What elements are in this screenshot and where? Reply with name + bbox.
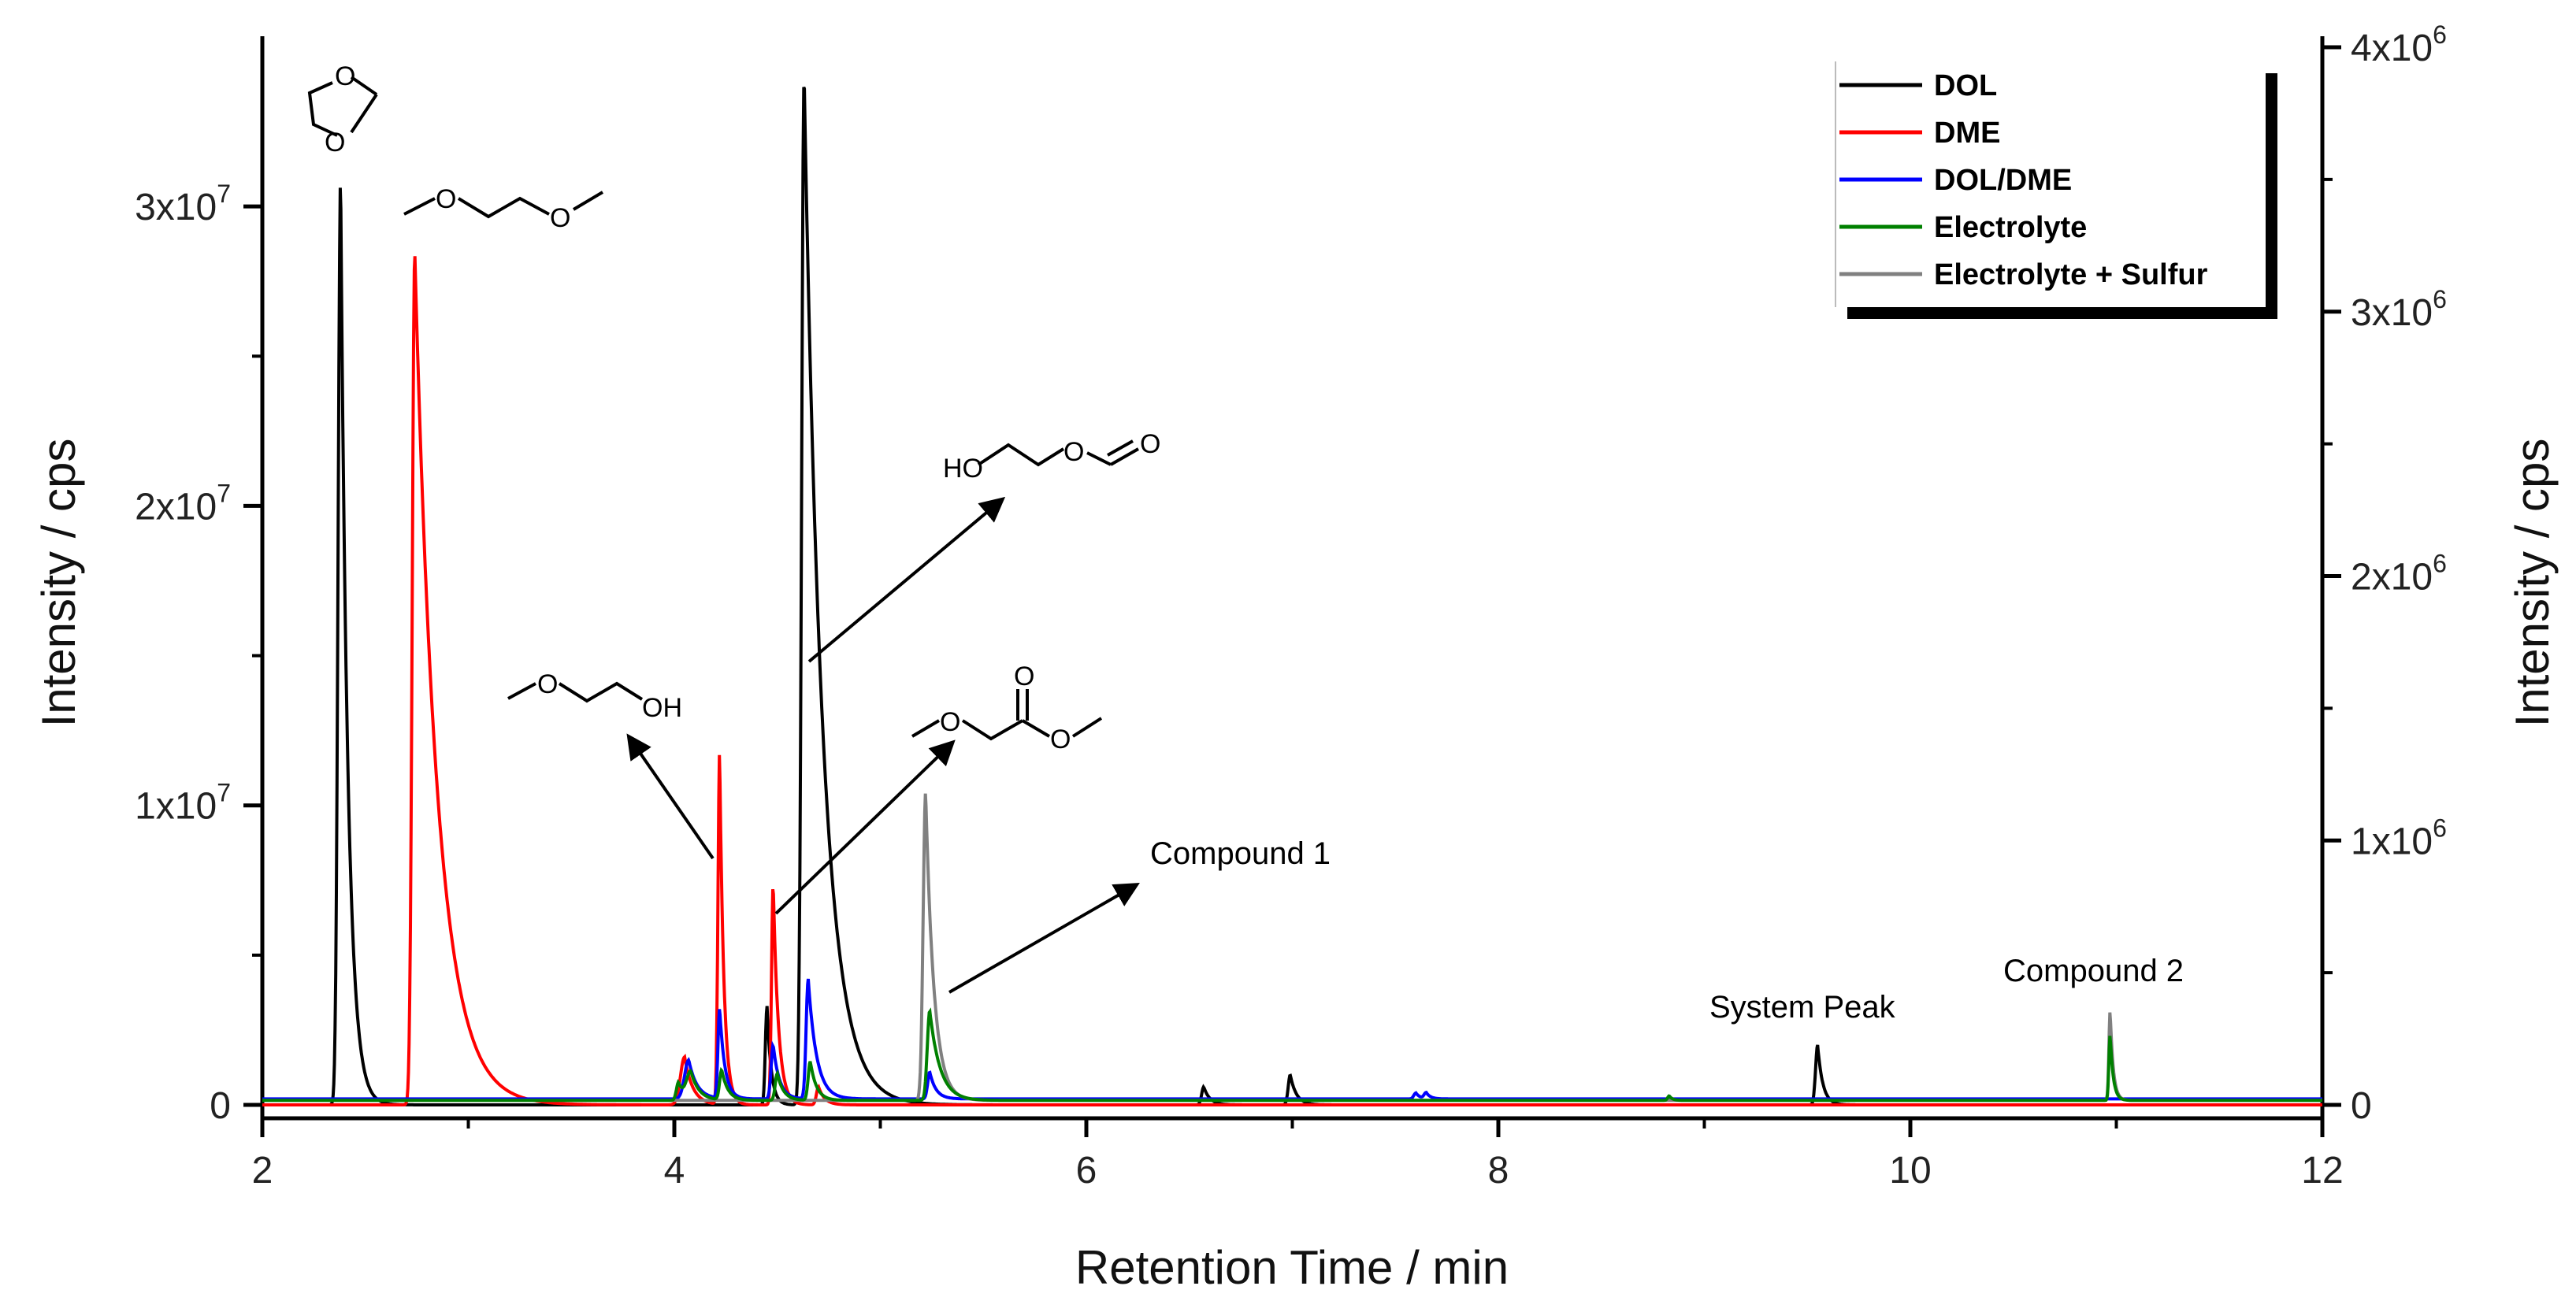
x-axis-ticks: 2 4 6 8 10 12 [252,1118,2344,1192]
ester-bond-chain [961,719,1023,741]
methoxyethanol-bond-1 [507,682,536,700]
ester-o-carbonyl: O [1014,662,1034,691]
arrow-to-formate-structure [807,496,1006,663]
ester-structure [911,689,1103,741]
legend-label-3: Electrolyte [1934,211,2087,244]
x-tick-label-4: 10 [1889,1150,1931,1192]
legend-box [1835,61,2266,307]
legend-label-1: DME [1934,117,2000,150]
formate-bond-2 [1086,451,1112,466]
dme-bond-end [572,191,604,211]
dme-bond-chain [457,196,550,219]
y-right-tick-label-1: 1x106 [2351,814,2447,862]
methoxyethanol-structure [507,681,644,703]
methoxyethanol-bond-chain [558,681,644,703]
series-line-dme [262,256,2322,1106]
x-tick-label-0: 2 [252,1150,273,1192]
legend-label-2: DOL/DME [1934,164,2072,197]
right-y-axis-title: Intensity / cps [2506,439,2559,728]
x-tick-label-1: 4 [664,1150,685,1192]
left-y-axis-title: Intensity / cps [32,439,85,728]
formate-structure [977,439,1139,467]
y-left-tick-label-3: 3x107 [135,180,231,228]
ester-o2: O [1050,725,1071,754]
dme-o1: O [436,184,456,214]
system-peak-label: System Peak [1709,990,1896,1025]
y-left-tick-label-2: 2x107 [135,479,231,528]
arrow-to-compound-1 [948,883,1140,994]
dme-structure [403,191,604,219]
dioxolane-o-top: O [335,61,355,91]
formate-bond-double [1107,439,1134,457]
formate-o1: O [1063,437,1084,467]
right-y-axis-ticks: 0 1x106 2x106 3x106 4x106 [2322,20,2447,1127]
formate-bond-chain [977,443,1065,467]
annotation-arrows [626,496,1140,994]
series-layer [262,86,2322,1106]
x-axis-title: Retention Time / min [1075,1241,1509,1294]
arrow-to-methoxyethanol-structure [626,733,715,860]
legend-label-0: DOL [1934,69,1997,102]
x-tick-label-5: 12 [2301,1150,2343,1192]
dme-bond-1 [403,197,436,216]
arrow-to-ester-structure [774,739,956,915]
dioxolane-o-bottom: O [325,128,345,158]
legend-label-4: Electrolyte + Sulfur [1934,258,2208,291]
formate-bond-3 [1110,447,1139,466]
y-right-tick-label-3: 3x106 [2351,285,2447,334]
y-right-tick-label-2: 2x106 [2351,550,2447,599]
legend: DOL DME DOL/DME Electrolyte Electrolyte + Su… [1835,61,2277,319]
ester-o1: O [940,707,960,737]
series-line-electrolyte [262,1007,2322,1103]
dioxolane-structure [307,76,378,137]
methoxyethanol-oh: OH [642,693,682,723]
y-left-tick-label-1: 1x107 [135,779,231,828]
formate-o2: O [1140,429,1160,459]
y-right-tick-label-4: 4x106 [2351,20,2447,69]
dioxolane-ring-bond-top [350,76,378,96]
dioxolane-ring-bond-bottom [350,93,378,134]
dioxolane-ring-bonds [307,81,338,137]
compound-2-label: Compound 2 [2003,954,2184,988]
methoxyethanol-o: O [537,669,558,699]
y-left-tick-label-0: 0 [210,1085,231,1127]
ester-bond-end [1071,717,1103,738]
formate-ho: HO [943,454,983,484]
dme-o2: O [550,203,570,233]
x-tick-label-3: 8 [1488,1150,1509,1192]
compound-1-label: Compound 1 [1150,836,1331,871]
ester-bond-1 [911,719,941,738]
x-tick-label-2: 6 [1076,1150,1097,1192]
ester-bond-2 [1021,719,1051,738]
y-right-tick-label-0: 0 [2351,1085,2372,1127]
left-y-axis-ticks: 0 1x107 2x107 3x107 [135,180,262,1127]
